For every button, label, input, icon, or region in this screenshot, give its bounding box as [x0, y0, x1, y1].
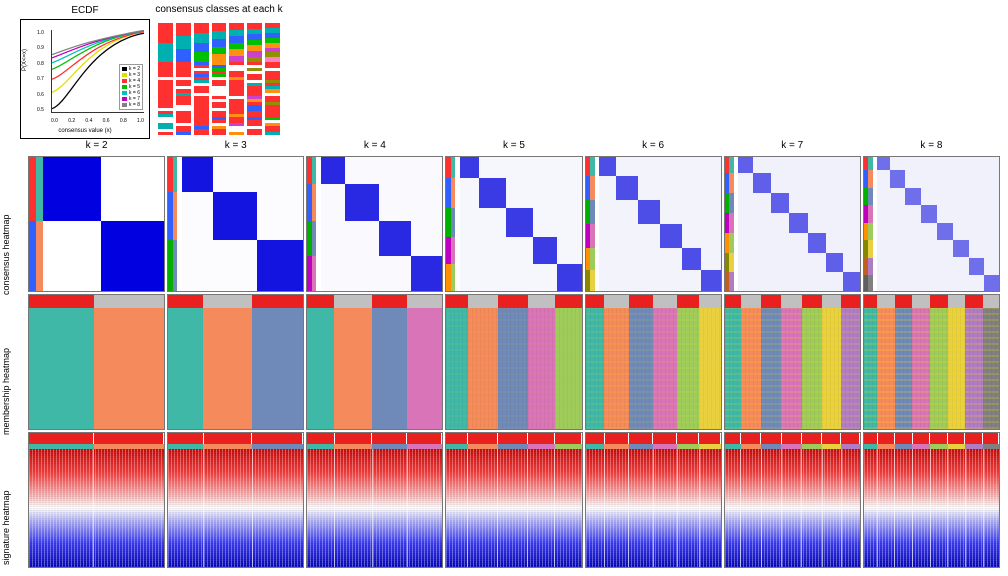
- signature-heatmap-cell: [28, 432, 165, 568]
- consensus-heatmap-cell: [863, 156, 1000, 292]
- membership-heatmap-cell: [863, 294, 1000, 430]
- cc-column: [212, 23, 227, 135]
- row-label-consensus: consensus heatmap: [1, 214, 11, 295]
- consensus-classes-title: consensus classes at each k: [154, 4, 284, 15]
- row-label-signature: signature heatmap: [1, 490, 11, 565]
- ecdf-panel: ECDF P(X<=x) 1.00.90.80.70.60.5 k = 2k =…: [20, 19, 150, 139]
- consensus-classes-panel: consensus classes at each k: [154, 19, 284, 139]
- membership-heatmap-cell: [306, 294, 443, 430]
- cc-column: [176, 23, 191, 135]
- k-title: k = 4: [306, 140, 443, 154]
- signature-heatmap-cell: [306, 432, 443, 568]
- k-title: k = 7: [724, 140, 861, 154]
- ecdf-xlabel: consensus value (x): [21, 128, 149, 134]
- consensus-heatmap-cell: [28, 156, 165, 292]
- k-title: k = 2: [28, 140, 165, 154]
- cc-column: [247, 23, 262, 135]
- signature-heatmap-cell: [445, 432, 582, 568]
- ecdf-ylabel: P(X<=x): [22, 49, 28, 71]
- consensus-heatmap-cell: [306, 156, 443, 292]
- signature-heatmap-cell: [585, 432, 722, 568]
- ecdf-xticks: 0.00.20.40.60.81.0: [51, 118, 144, 124]
- ecdf-title: ECDF: [21, 5, 149, 16]
- signature-heatmap-cell: [863, 432, 1000, 568]
- membership-heatmap-cell: [445, 294, 582, 430]
- signature-heatmap-cell: [167, 432, 304, 568]
- signature-heatmap-cell: [724, 432, 861, 568]
- cc-column: [229, 23, 244, 135]
- main-grid: k = 2k = 3k = 4k = 5k = 6k = 7k = 8: [28, 140, 1000, 568]
- membership-heatmap-cell: [167, 294, 304, 430]
- top-row: ECDF P(X<=x) 1.00.90.80.70.60.5 k = 2k =…: [0, 0, 1008, 139]
- consensus-heatmap-cell: [724, 156, 861, 292]
- ecdf-yticks: 1.00.90.80.70.60.5: [37, 30, 44, 113]
- ecdf-legend-item: k = 8: [122, 102, 140, 108]
- cc-column: [158, 23, 173, 135]
- cc-column: [194, 23, 209, 135]
- k-title: k = 8: [863, 140, 1000, 154]
- ecdf-legend: k = 2k = 3k = 4k = 5k = 6k = 7k = 8: [119, 64, 143, 110]
- membership-heatmap-cell: [585, 294, 722, 430]
- k-title: k = 5: [445, 140, 582, 154]
- row-label-membership: membership heatmap: [1, 348, 11, 435]
- cc-column: [265, 23, 280, 135]
- consensus-classes-area: [154, 19, 284, 139]
- membership-heatmap-cell: [28, 294, 165, 430]
- consensus-heatmap-cell: [167, 156, 304, 292]
- consensus-heatmap-cell: [445, 156, 582, 292]
- k-title: k = 3: [167, 140, 304, 154]
- k-title: k = 6: [585, 140, 722, 154]
- consensus-heatmap-cell: [585, 156, 722, 292]
- membership-heatmap-cell: [724, 294, 861, 430]
